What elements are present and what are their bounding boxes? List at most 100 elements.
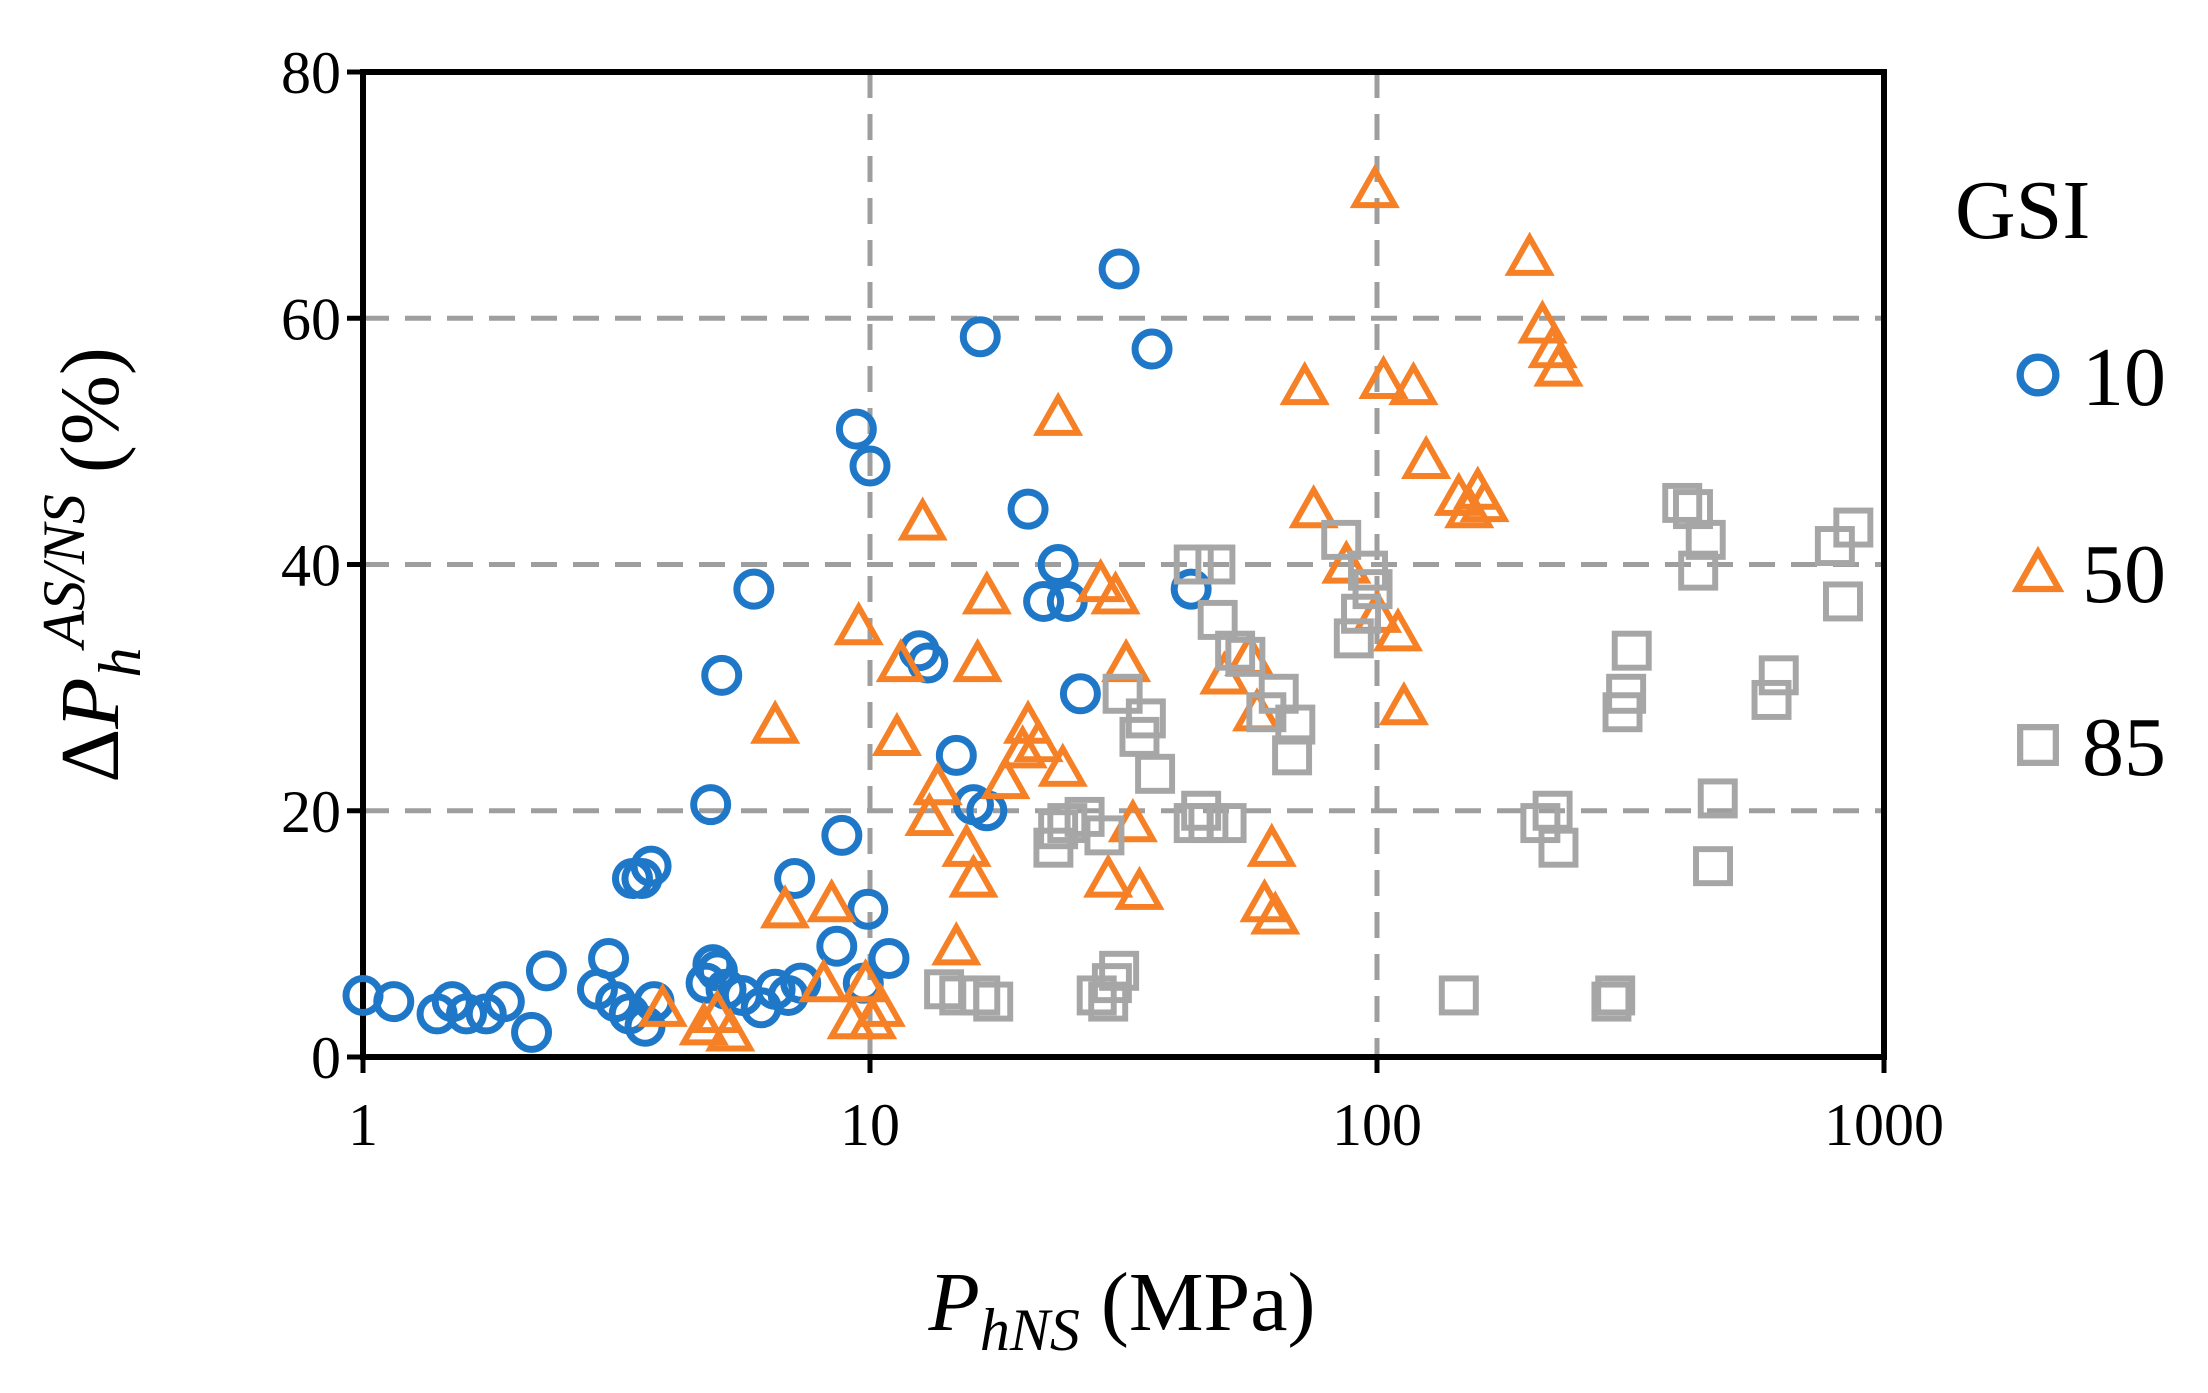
- data-point-gsi-85-29: [1275, 704, 1316, 745]
- data-point-gsi-85-51: [1758, 655, 1799, 696]
- legend-items: 10 50 85: [2011, 331, 2166, 794]
- data-point-gsi-50-16: [904, 791, 955, 837]
- data-point-gsi-85-53: [1822, 581, 1863, 622]
- legend-marker-10: [2016, 353, 2060, 397]
- data-point-gsi-85-13: [1102, 673, 1143, 714]
- data-point-gsi-10-4: [445, 993, 487, 1035]
- data-point-gsi-50-6: [798, 958, 849, 1003]
- data-point-gsi-85-39: [1591, 981, 1632, 1022]
- data-point-gsi-50-3: [705, 1007, 756, 1052]
- data-point-gsi-50-28: [1037, 742, 1088, 787]
- data-point-gsi-85-25: [1225, 636, 1266, 677]
- data-point-gsi-85-16: [1135, 753, 1176, 794]
- data-point-gsi-50-12: [855, 982, 906, 1027]
- data-point-gsi-85-46: [1678, 550, 1719, 591]
- data-point-gsi-50-30: [1083, 853, 1134, 898]
- data-point-gsi-50-44: [1349, 163, 1400, 209]
- data-point-gsi-10-1: [373, 981, 415, 1023]
- x-axis-title-sub: hNS: [980, 1297, 1080, 1363]
- data-point-gsi-10-32: [821, 814, 863, 856]
- data-point-gsi-85-42: [1606, 673, 1647, 714]
- data-point-gsi-50-40: [1250, 890, 1301, 935]
- y-tick-label-60: 60: [281, 286, 341, 352]
- data-point-gsi-85-50: [1751, 679, 1792, 720]
- legend-item-50: 50: [2011, 528, 2166, 621]
- data-point-gsi-50-41: [1279, 360, 1330, 406]
- data-point-gsi-10-46: [1037, 544, 1079, 585]
- data-point-gsi-10-37: [868, 938, 910, 979]
- data-point-gsi-50-47: [1372, 607, 1424, 652]
- data-point-gsi-10-6: [483, 981, 525, 1023]
- legend-marker-50: [2011, 545, 2065, 593]
- data-point-gsi-85-45: [1673, 489, 1713, 530]
- data-point-gsi-85-5: [1038, 809, 1079, 850]
- data-point-gsi-50-48: [1378, 681, 1429, 726]
- data-point-gsi-10-16: [630, 845, 672, 887]
- x-tick-label-10: 10: [840, 1092, 900, 1158]
- data-point-gsi-50-13: [875, 637, 926, 683]
- x-tick-label-100: 100: [1332, 1092, 1422, 1158]
- data-point-gsi-10-45: [1023, 580, 1065, 622]
- data-point-gsi-85-23: [1206, 803, 1247, 844]
- data-point-gsi-50-56: [1517, 299, 1568, 344]
- legend-label-50: 50: [2082, 528, 2166, 621]
- data-point-gsi-50-50: [1401, 434, 1452, 479]
- y-tick-label-20: 20: [281, 779, 341, 845]
- data-point-gsi-50-7: [806, 878, 857, 923]
- data-point-gsi-50-46: [1358, 354, 1409, 399]
- data-point-gsi-85-34: [1352, 569, 1393, 610]
- y-axis-title: ΔPhAS/NS (%): [31, 347, 153, 783]
- data-point-gsi-85-32: [1341, 593, 1381, 634]
- data-point-gsi-50-21: [952, 637, 1003, 683]
- data-point-gsi-50-27: [1033, 391, 1084, 436]
- legend-title: GSI: [1955, 164, 2090, 257]
- data-point-gsi-85-40: [1595, 975, 1636, 1016]
- data-point-gsi-85-21: [1195, 544, 1236, 585]
- y-tick-label-80: 80: [281, 40, 341, 106]
- data-points: [342, 163, 1874, 1053]
- data-point-gsi-50-19: [941, 822, 992, 867]
- data-point-gsi-50-57: [1527, 324, 1578, 369]
- data-point-gsi-85-12: [1099, 950, 1140, 991]
- y-axis-title-unit: (%): [44, 347, 137, 494]
- legend-item-10: 10: [2016, 331, 2166, 424]
- data-point-gsi-50-23: [980, 754, 1031, 800]
- data-point-gsi-85-49: [1697, 778, 1738, 819]
- data-point-gsi-85-43: [1611, 630, 1652, 671]
- data-point-gsi-50-24: [997, 724, 1048, 769]
- data-point-gsi-50-4: [750, 699, 801, 744]
- data-point-gsi-50-0: [637, 982, 688, 1027]
- data-point-gsi-10-22: [701, 654, 743, 696]
- y-axis-title-delta: Δ: [44, 729, 137, 783]
- data-point-gsi-50-20: [948, 853, 999, 898]
- data-point-gsi-50-5: [760, 884, 811, 929]
- data-point-gsi-50-43: [1321, 539, 1372, 584]
- data-point-gsi-10-10: [588, 938, 630, 979]
- data-point-gsi-10-31: [816, 925, 858, 967]
- data-point-gsi-10-33: [835, 408, 877, 450]
- data-point-gsi-85-47: [1685, 519, 1726, 560]
- x-axis-title-unit: (MPa): [1080, 1256, 1316, 1349]
- data-point-gsi-85-44: [1662, 482, 1703, 523]
- data-point-gsi-85-24: [1215, 630, 1256, 671]
- data-point-gsi-50-1: [678, 1001, 729, 1046]
- data-point-gsi-50-42: [1288, 484, 1339, 529]
- data-point-gsi-50-14: [871, 711, 922, 757]
- data-point-gsi-10-29: [774, 857, 816, 899]
- data-point-gsi-50-9: [833, 601, 884, 646]
- data-point-gsi-85-9: [1084, 815, 1125, 856]
- data-point-gsi-10-40: [935, 734, 977, 776]
- data-point-gsi-50-39: [1246, 822, 1297, 867]
- data-point-gsi-10-51: [1170, 568, 1212, 610]
- y-axis-title-sup: AS/NS: [31, 494, 97, 651]
- legend-label-85: 85: [2082, 701, 2166, 794]
- data-point-gsi-50-22: [961, 570, 1012, 615]
- data-point-gsi-50-15: [897, 496, 948, 541]
- data-point-gsi-85-38: [1538, 827, 1579, 868]
- data-point-gsi-50-49: [1388, 360, 1439, 406]
- data-point-gsi-50-54: [1459, 477, 1510, 523]
- data-point-gsi-85-3: [973, 981, 1014, 1022]
- legend: GSI 10 50 85: [1955, 164, 2166, 794]
- data-point-gsi-85-19: [1181, 790, 1222, 831]
